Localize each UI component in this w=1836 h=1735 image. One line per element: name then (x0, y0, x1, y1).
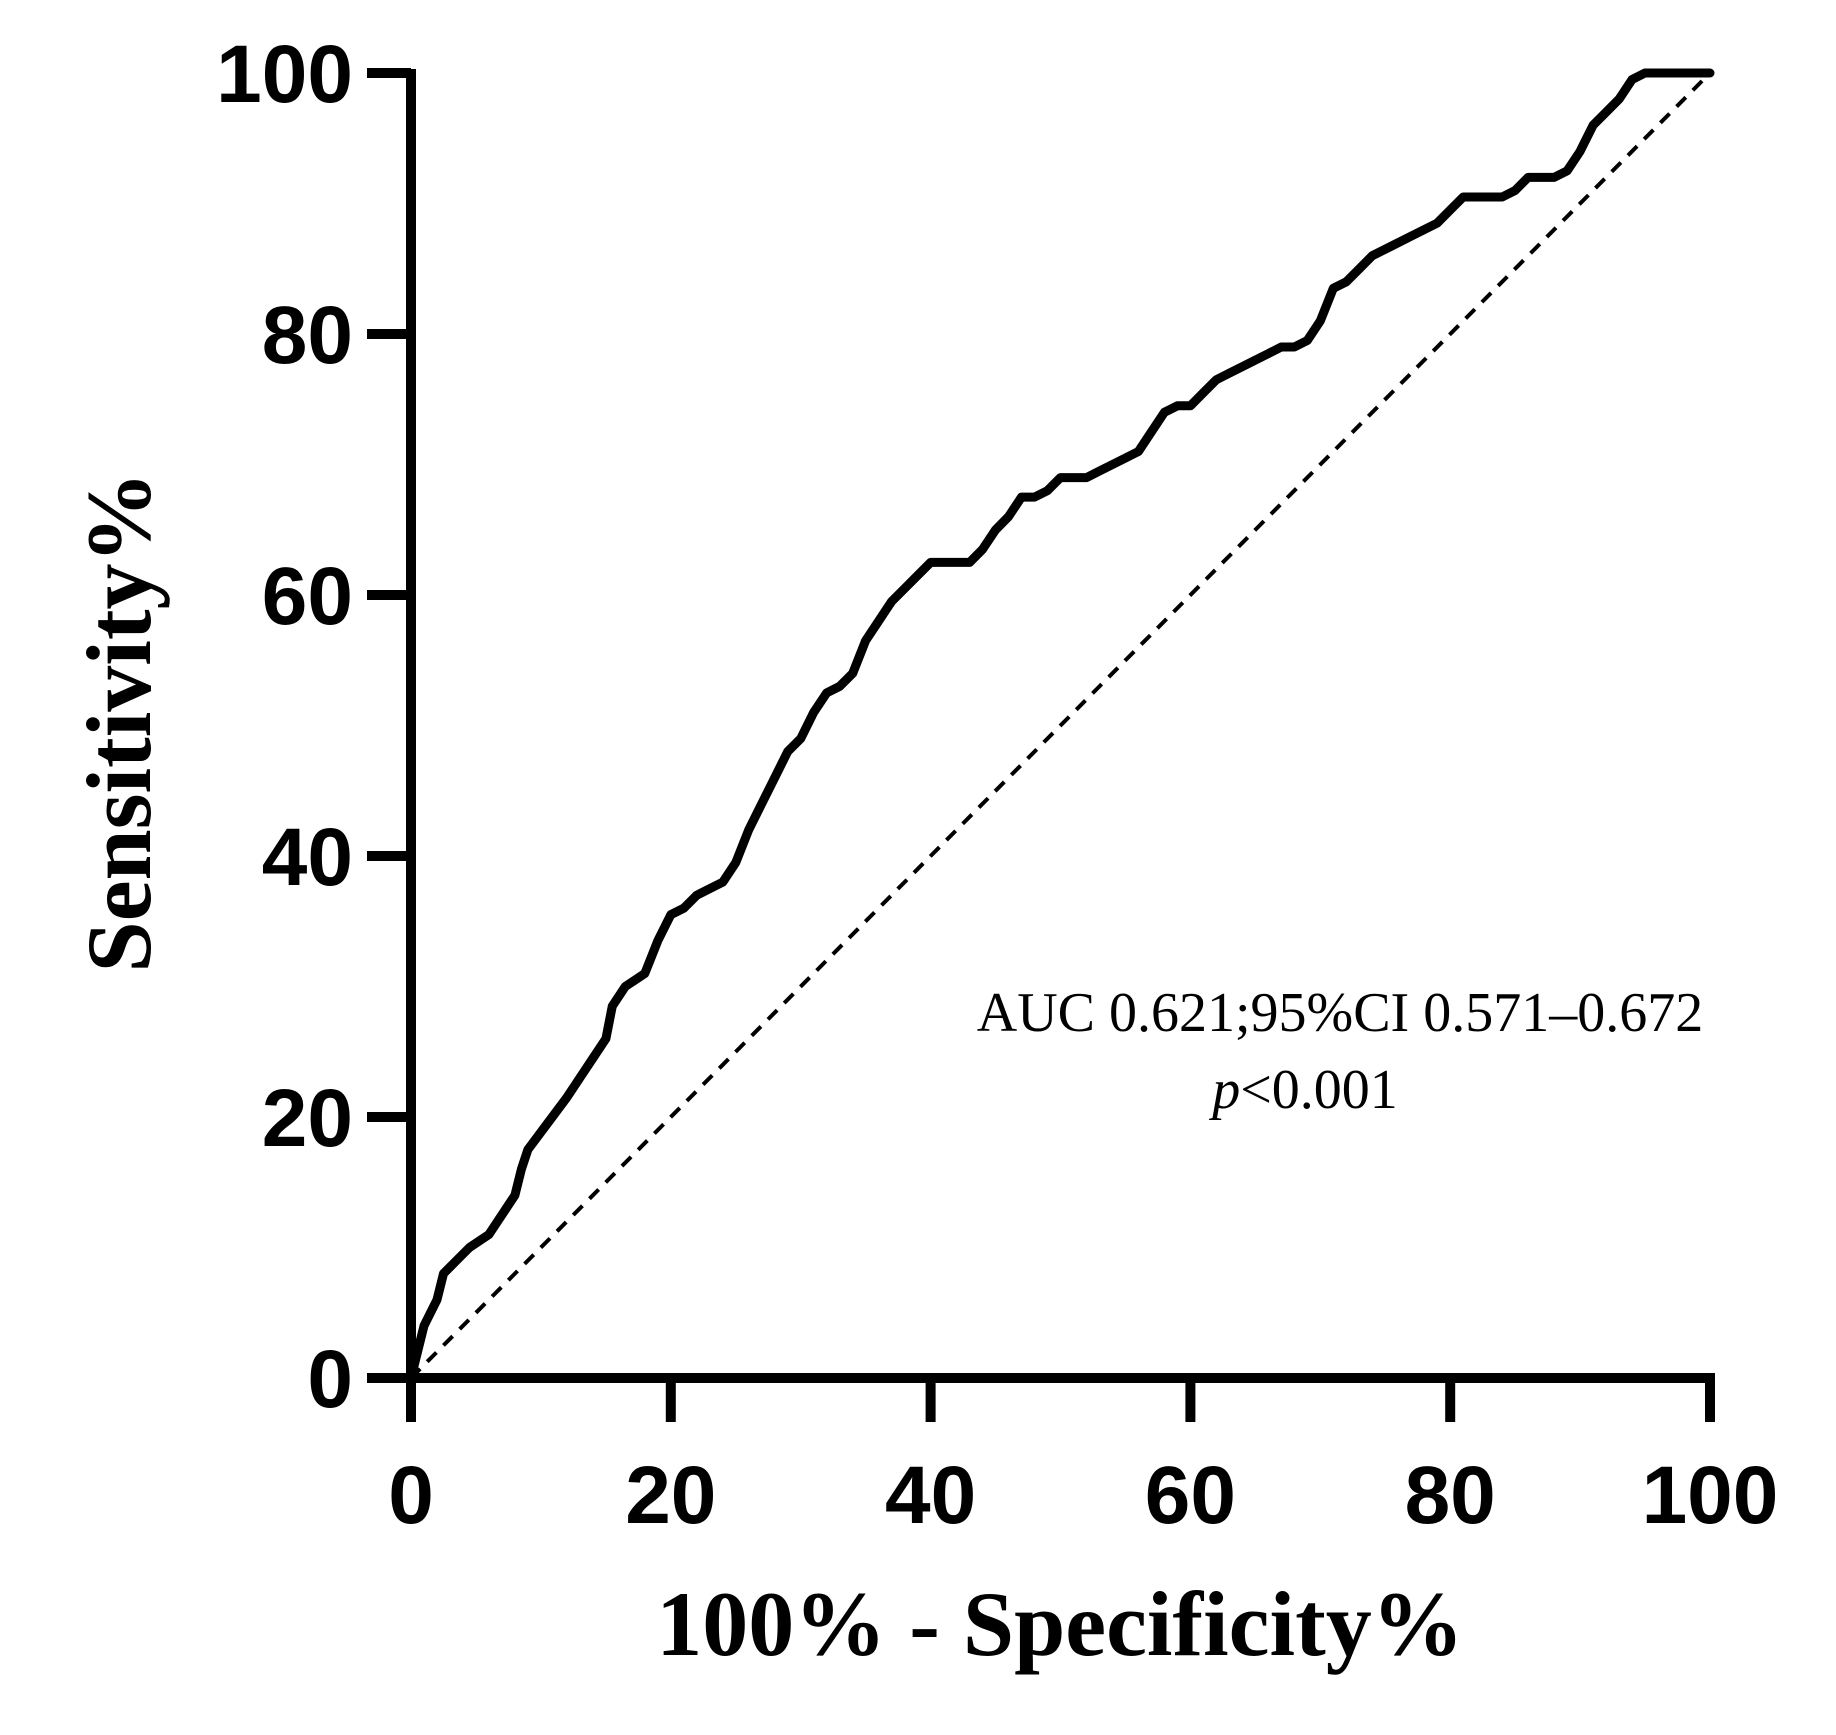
y-tick-label: 0 (307, 1334, 353, 1425)
x-tick-label: 80 (1405, 1450, 1496, 1541)
p-value-annotation: p<0.001 (1208, 1059, 1398, 1121)
x-tick-label: 20 (625, 1450, 716, 1541)
roc-curve-line (406, 68, 1715, 1383)
p-value-symbol: p (1208, 1059, 1240, 1121)
x-tick-label: 40 (885, 1450, 976, 1541)
x-tick-label: 100 (1642, 1450, 1779, 1541)
chart-marks (406, 68, 1715, 1383)
reference-diagonal-line (409, 71, 1712, 1380)
x-tick-label: 60 (1145, 1450, 1236, 1541)
x-tick-label: 0 (388, 1450, 434, 1541)
y-tick-label: 100 (216, 29, 353, 120)
y-axis-title: Sensitivity% (68, 472, 170, 973)
y-tick-label: 40 (262, 812, 353, 903)
auc-annotation: AUC 0.621;95%CI 0.571–0.672 (977, 982, 1703, 1044)
chart-axes: 0 20 40 60 80 100 0 20 40 60 80 100 (216, 29, 1778, 1541)
y-tick-label: 60 (262, 551, 353, 642)
y-tick-label: 20 (262, 1073, 353, 1164)
chart-labels: 100% - Specificity% Sensitivity% AUC 0.6… (68, 472, 1703, 1675)
x-axis-title: 100% - Specificity% (656, 1573, 1463, 1675)
y-tick-label: 80 (262, 290, 353, 381)
p-value-text: <0.001 (1240, 1059, 1398, 1121)
